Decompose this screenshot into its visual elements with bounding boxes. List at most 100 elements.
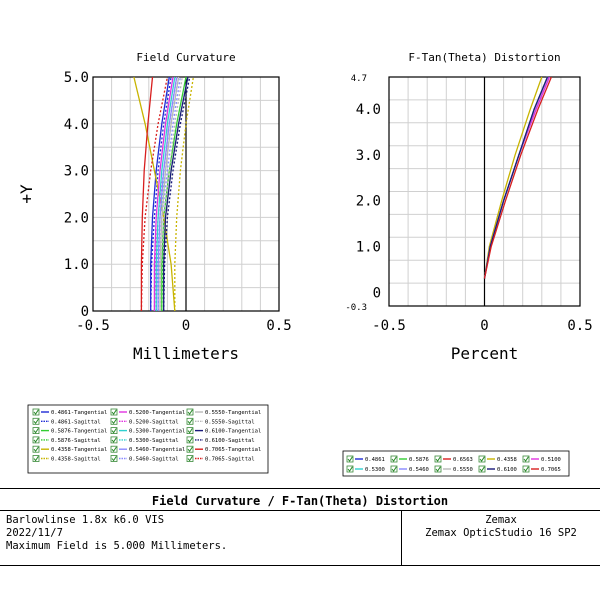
legend-checkbox	[186, 427, 194, 435]
chart1-x-axis-label: Millimeters	[133, 344, 239, 363]
legend-checkbox	[186, 445, 194, 453]
curve-0-5550-tangential	[159, 76, 180, 311]
chart2-x-tick: -0.5	[372, 318, 406, 334]
chart1-y-tick: 4.0	[64, 117, 89, 133]
chart2-x-tick: 0	[480, 318, 488, 334]
curve-0-4861-sagittal	[150, 76, 172, 312]
legend-checkbox	[32, 455, 40, 462]
distortion-curve-0-5550	[483, 76, 549, 279]
legend-check-icon	[33, 437, 39, 443]
legend-checkbox	[110, 427, 118, 435]
legend-checkbox	[32, 427, 40, 435]
distortion-curve-0-5300	[483, 76, 549, 279]
chart2-x-tick: 0.5	[567, 318, 592, 334]
legend-check-icon	[523, 466, 529, 472]
legend-checkbox	[110, 445, 118, 453]
chart2-y-tick: 4.0	[356, 102, 381, 118]
curve-0-5460-tangential	[157, 76, 178, 311]
legend-label: 0.4358-Tangential	[51, 447, 107, 453]
legend-check-icon	[187, 437, 193, 443]
legend-check-icon	[111, 437, 117, 443]
chart1-y-tick: 1.0	[64, 257, 89, 273]
legend-label: 0.7065-Tangential	[205, 447, 261, 453]
legend-check-icon	[523, 456, 529, 462]
legend-label: 0.6100-Sagittal	[205, 438, 255, 444]
legend-check-icon	[111, 456, 117, 462]
footer-left-info: Barlowlinse 1.8x k6.0 VIS 2022/11/7 Maxi…	[6, 514, 227, 553]
distortion-curve-0-6100	[483, 76, 549, 279]
legend-label: 0.5550-Tangential	[205, 410, 261, 416]
legend-label: 0.5100	[541, 457, 561, 463]
distortion-chart: F-Tan(Theta) Distortion 0 1.0 2.0 3.0 4.0 -0.3…	[345, 51, 592, 363]
chart2-y-tick: 0	[373, 285, 381, 301]
distortion-curve-0-4861	[483, 76, 551, 279]
chart2-title: F-Tan(Theta) Distortion	[408, 51, 560, 64]
legend-checkbox	[434, 455, 442, 463]
legend-checkbox	[390, 455, 398, 463]
legend-label: 0.5550	[453, 467, 473, 473]
curve-0-5460-sagittal	[157, 76, 182, 312]
legend-check-icon	[435, 466, 441, 472]
footer-right-info: Zemax Zemax OpticStudio 16 SP2	[402, 514, 600, 540]
distortion-curve-0-6563	[483, 76, 549, 279]
curve-0-6100-sagittal	[163, 76, 191, 312]
footer-divider	[0, 510, 600, 511]
legend-label: 0.5460-Sagittal	[129, 457, 179, 463]
legend-label: 0.7065	[541, 467, 561, 473]
legend-label: 0.4358-Sagittal	[51, 457, 101, 463]
legend-label: 0.5200-Tangential	[129, 410, 185, 416]
chart2-x-axis-label: Percent	[451, 344, 518, 363]
report-date: 2022/11/7	[6, 527, 63, 539]
field-curvature-legend: 0.4861-Tangential 0.4861-Sagittal 0.5876-T…	[27, 404, 269, 474]
max-field-note: Maximum Field is 5.000 Millimeters.	[6, 540, 228, 552]
footer-column-divider	[401, 511, 402, 565]
legend-checkbox	[186, 436, 194, 444]
legend-checkbox	[32, 408, 40, 416]
curve-0-4861-tangential	[150, 76, 170, 311]
legend-box	[27, 404, 269, 474]
chart1-y-tick: 3.0	[64, 164, 89, 180]
legend-label: 0.4358	[497, 457, 517, 463]
chart1-title: Field Curvature	[136, 51, 235, 64]
legend-checkbox	[186, 408, 194, 416]
legend-check-icon	[435, 456, 441, 462]
legend-checkbox	[32, 436, 40, 444]
distortion-curve-0-5460	[483, 76, 549, 279]
legend-checkbox	[110, 455, 118, 462]
legend-checkbox	[478, 465, 486, 473]
legend-check-icon	[33, 418, 39, 425]
distortion-curve-0-7065	[483, 76, 552, 279]
chart1-y-tick: 5.0	[64, 70, 89, 86]
legend-checkbox	[110, 436, 118, 444]
legend-label: 0.5460-Tangential	[129, 447, 185, 453]
legend-label: 0.5550-Sagittal	[205, 419, 255, 425]
legend-checkbox	[522, 465, 530, 473]
curve-0-5550-sagittal	[159, 76, 183, 312]
legend-checkbox	[110, 417, 118, 425]
curve-0-5200-sagittal	[153, 76, 178, 312]
legend-checkbox	[346, 455, 354, 463]
legend-checkbox	[186, 455, 194, 462]
chart2-y-tick: 1.0	[356, 239, 381, 255]
software-version: Zemax OpticStudio 16 SP2	[425, 527, 577, 539]
legend-checkbox	[110, 408, 118, 416]
distortion-legend: 0.4861 0.5876 0.6563 0.4358 0.5100 0.5300 0.54…	[342, 450, 570, 477]
legend-label: 0.5300-Tangential	[129, 429, 185, 435]
legend-box	[342, 450, 570, 477]
curve-0-7065-sagittal	[140, 76, 169, 312]
curve-0-5300-sagittal	[155, 76, 180, 312]
legend-check-icon	[111, 418, 117, 425]
company-name: Zemax	[485, 514, 517, 526]
distortion-curve-0-4358	[483, 76, 543, 279]
legend-label: 0.7065-Sagittal	[205, 457, 255, 463]
curve-0-4358-tangential	[133, 76, 176, 312]
chart2-y-min-label: -0.3	[345, 303, 367, 313]
legend-checkbox	[346, 465, 354, 473]
legend-label: 0.4861	[365, 457, 385, 463]
chart1-y-tick: 0	[81, 304, 89, 320]
legend-check-icon	[347, 466, 353, 472]
lens-name: Barlowlinse 1.8x k6.0 VIS	[6, 514, 165, 526]
distortion-curve-0-5876	[483, 76, 549, 279]
curve-0-5200-tangential	[153, 76, 174, 311]
